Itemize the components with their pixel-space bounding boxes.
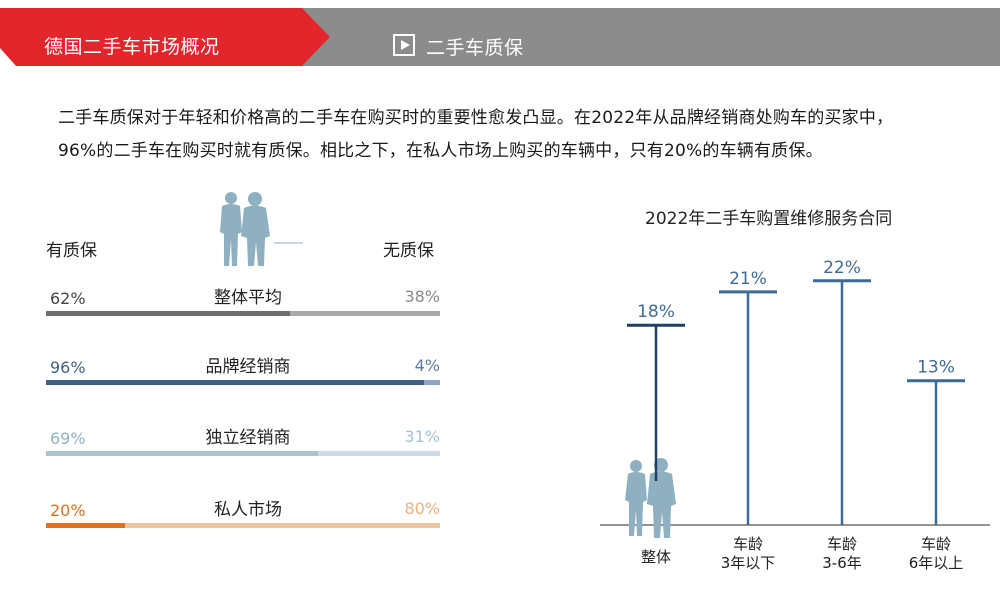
header-corner-cut bbox=[0, 48, 16, 66]
without-warranty-header: 无质保 bbox=[383, 241, 434, 261]
people-icon bbox=[625, 458, 676, 538]
without-warranty-value: 38% bbox=[404, 287, 440, 306]
data-label: 21% bbox=[729, 269, 767, 289]
with-warranty-value: 62% bbox=[50, 289, 86, 308]
category-label: 3-6年 bbox=[822, 554, 862, 572]
warranty-bar bbox=[46, 380, 440, 385]
header-background bbox=[0, 8, 1000, 66]
without-warranty-segment bbox=[424, 380, 440, 385]
people-icon bbox=[220, 192, 303, 266]
warranty-bar bbox=[46, 311, 440, 316]
data-label: 22% bbox=[823, 258, 861, 278]
without-warranty-value: 80% bbox=[404, 499, 440, 518]
with-warranty-value: 96% bbox=[50, 358, 86, 377]
data-label: 18% bbox=[637, 302, 675, 322]
intro-line-1: 二手车质保对于年轻和价格高的二手车在购买时的重要性愈发凸显。在2022年从品牌经… bbox=[58, 108, 894, 128]
warranty-bar bbox=[46, 523, 440, 528]
category-label: 车龄 bbox=[733, 535, 763, 553]
with-warranty-segment bbox=[46, 451, 318, 456]
with-warranty-segment bbox=[46, 380, 425, 385]
without-warranty-segment bbox=[124, 523, 440, 528]
warranty-row-label: 整体平均 bbox=[214, 288, 282, 308]
without-warranty-segment bbox=[317, 451, 440, 456]
intro-line-2: 96%的二手车在购买时就有质保。相比之下，在私人市场上购买的车辆中，只有20%的… bbox=[58, 141, 823, 161]
category-label: 车龄 bbox=[921, 535, 951, 553]
category-label: 3年以下 bbox=[721, 554, 776, 572]
warranty-bar bbox=[46, 451, 440, 456]
warranty-row-label: 品牌经销商 bbox=[205, 357, 291, 377]
category-label: 整体 bbox=[641, 548, 671, 566]
intro-paragraph: 二手车质保对于年轻和价格高的二手车在购买时的重要性愈发凸显。在2022年从品牌经… bbox=[58, 102, 998, 168]
with-warranty-segment bbox=[46, 523, 125, 528]
with-warranty-value: 69% bbox=[50, 429, 86, 448]
chart-title: 2022年二手车购置维修服务合同 bbox=[645, 209, 893, 229]
without-warranty-value: 4% bbox=[414, 356, 440, 375]
category-label: 车龄 bbox=[827, 535, 857, 553]
data-label: 13% bbox=[917, 358, 955, 378]
play-icon bbox=[393, 34, 415, 56]
without-warranty-value: 31% bbox=[404, 427, 440, 446]
without-warranty-segment bbox=[290, 311, 440, 316]
warranty-row-label: 独立经销商 bbox=[205, 428, 291, 448]
section-title: 二手车质保 bbox=[426, 37, 524, 59]
with-warranty-segment bbox=[46, 311, 291, 316]
page-title: 德国二手车市场概况 bbox=[44, 36, 220, 58]
with-warranty-value: 20% bbox=[50, 501, 86, 520]
header-bar: 德国二手车市场概况 二手车质保 bbox=[0, 8, 1000, 66]
header-red-tab bbox=[0, 8, 330, 66]
category-label: 6年以上 bbox=[909, 554, 964, 572]
with-warranty-header: 有质保 bbox=[46, 241, 97, 261]
warranty-row-label: 私人市场 bbox=[214, 500, 282, 520]
